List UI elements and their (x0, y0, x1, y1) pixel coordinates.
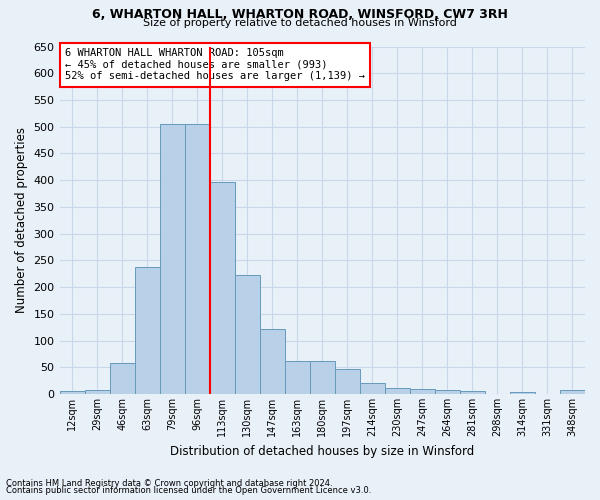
Bar (410, 389, 435, 394)
Bar (435, 390, 460, 394)
Bar (560, 390, 585, 394)
Bar (385, 388, 410, 394)
Bar (160, 124, 185, 394)
Bar (110, 363, 134, 394)
Bar (209, 182, 235, 394)
Text: Contains public sector information licensed under the Open Government Licence v3: Contains public sector information licen… (6, 486, 371, 495)
Text: Contains HM Land Registry data © Crown copyright and database right 2024.: Contains HM Land Registry data © Crown c… (6, 478, 332, 488)
Text: 6, WHARTON HALL, WHARTON ROAD, WINSFORD, CW7 3RH: 6, WHARTON HALL, WHARTON ROAD, WINSFORD,… (92, 8, 508, 20)
Text: Size of property relative to detached houses in Winsford: Size of property relative to detached ho… (143, 18, 457, 28)
Bar (310, 361, 335, 394)
Bar (235, 276, 260, 394)
Bar (260, 330, 285, 394)
Bar (285, 361, 310, 394)
Bar (335, 370, 360, 394)
Text: 6 WHARTON HALL WHARTON ROAD: 105sqm
← 45% of detached houses are smaller (993)
5: 6 WHARTON HALL WHARTON ROAD: 105sqm ← 45… (65, 48, 365, 82)
Bar (460, 392, 485, 394)
Bar (360, 383, 385, 394)
Bar (510, 392, 535, 394)
X-axis label: Distribution of detached houses by size in Winsford: Distribution of detached houses by size … (170, 444, 475, 458)
Bar (59, 392, 85, 394)
Bar (185, 124, 209, 394)
Y-axis label: Number of detached properties: Number of detached properties (15, 128, 28, 314)
Bar (134, 267, 160, 394)
Bar (85, 390, 110, 394)
